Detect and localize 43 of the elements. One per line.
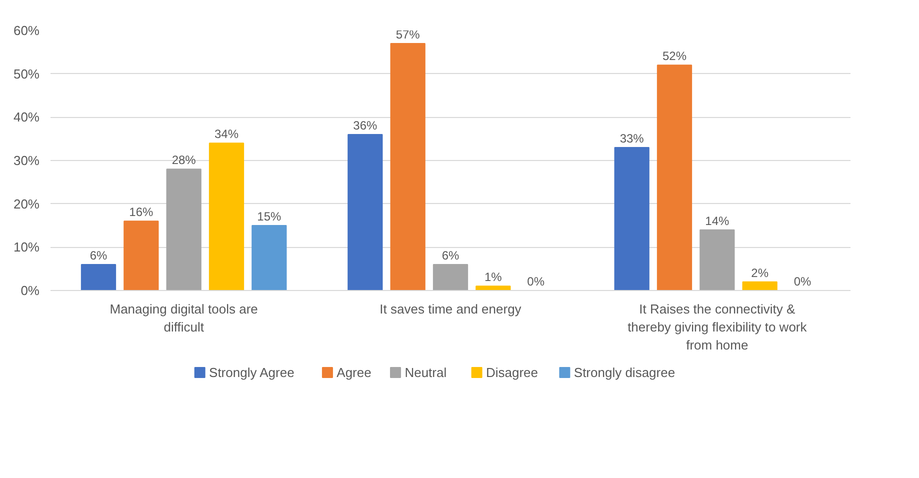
bar <box>252 225 287 290</box>
data-label: 34% <box>214 127 239 142</box>
data-label: 33% <box>620 132 644 146</box>
x-tick-label: It Raises the connectivity & thereby giving flexibility to work from home <box>628 302 808 352</box>
data-label: 52% <box>662 49 687 64</box>
data-label: 6% <box>90 248 108 262</box>
y-tick-label: 10% <box>13 240 40 255</box>
bar <box>614 147 650 290</box>
y-tick-label: 40% <box>13 110 40 125</box>
data-label: 16% <box>129 205 154 220</box>
bar <box>656 64 692 290</box>
bar <box>208 142 244 290</box>
data-label: 28% <box>172 153 196 168</box>
y-tick-label: 50% <box>13 66 40 82</box>
data-label: 36% <box>353 118 378 132</box>
bar <box>80 264 116 290</box>
bar <box>476 286 511 290</box>
y-tick-label: 0% <box>20 283 40 298</box>
legend-label: Neutral <box>404 365 447 380</box>
x-tick-label: Managing digital tools are difficult <box>110 302 258 334</box>
y-tick-label: 20% <box>13 196 40 212</box>
bar <box>742 281 778 290</box>
data-label: 0% <box>794 274 812 288</box>
bar <box>166 168 202 290</box>
legend-label: Strongly disagree <box>574 365 676 380</box>
data-label: 2% <box>751 266 769 280</box>
data-label: 14% <box>705 214 730 228</box>
x-tick-label: It saves time and energy <box>380 302 522 316</box>
legend-label: Disagree <box>486 365 538 380</box>
bar <box>124 220 159 290</box>
data-label: 15% <box>257 210 282 224</box>
y-tick-label: 30% <box>13 153 40 168</box>
bar <box>348 134 383 290</box>
bar <box>390 43 426 290</box>
y-tick-label: 60% <box>13 23 40 38</box>
legend-label: Strongly Agree <box>209 365 294 380</box>
data-label: 57% <box>396 28 420 42</box>
bar <box>700 229 735 290</box>
data-label: 6% <box>442 248 460 262</box>
legend-label: Agree <box>336 365 372 380</box>
bar <box>432 264 468 290</box>
data-label: 1% <box>484 270 502 284</box>
data-label: 0% <box>527 274 545 288</box>
